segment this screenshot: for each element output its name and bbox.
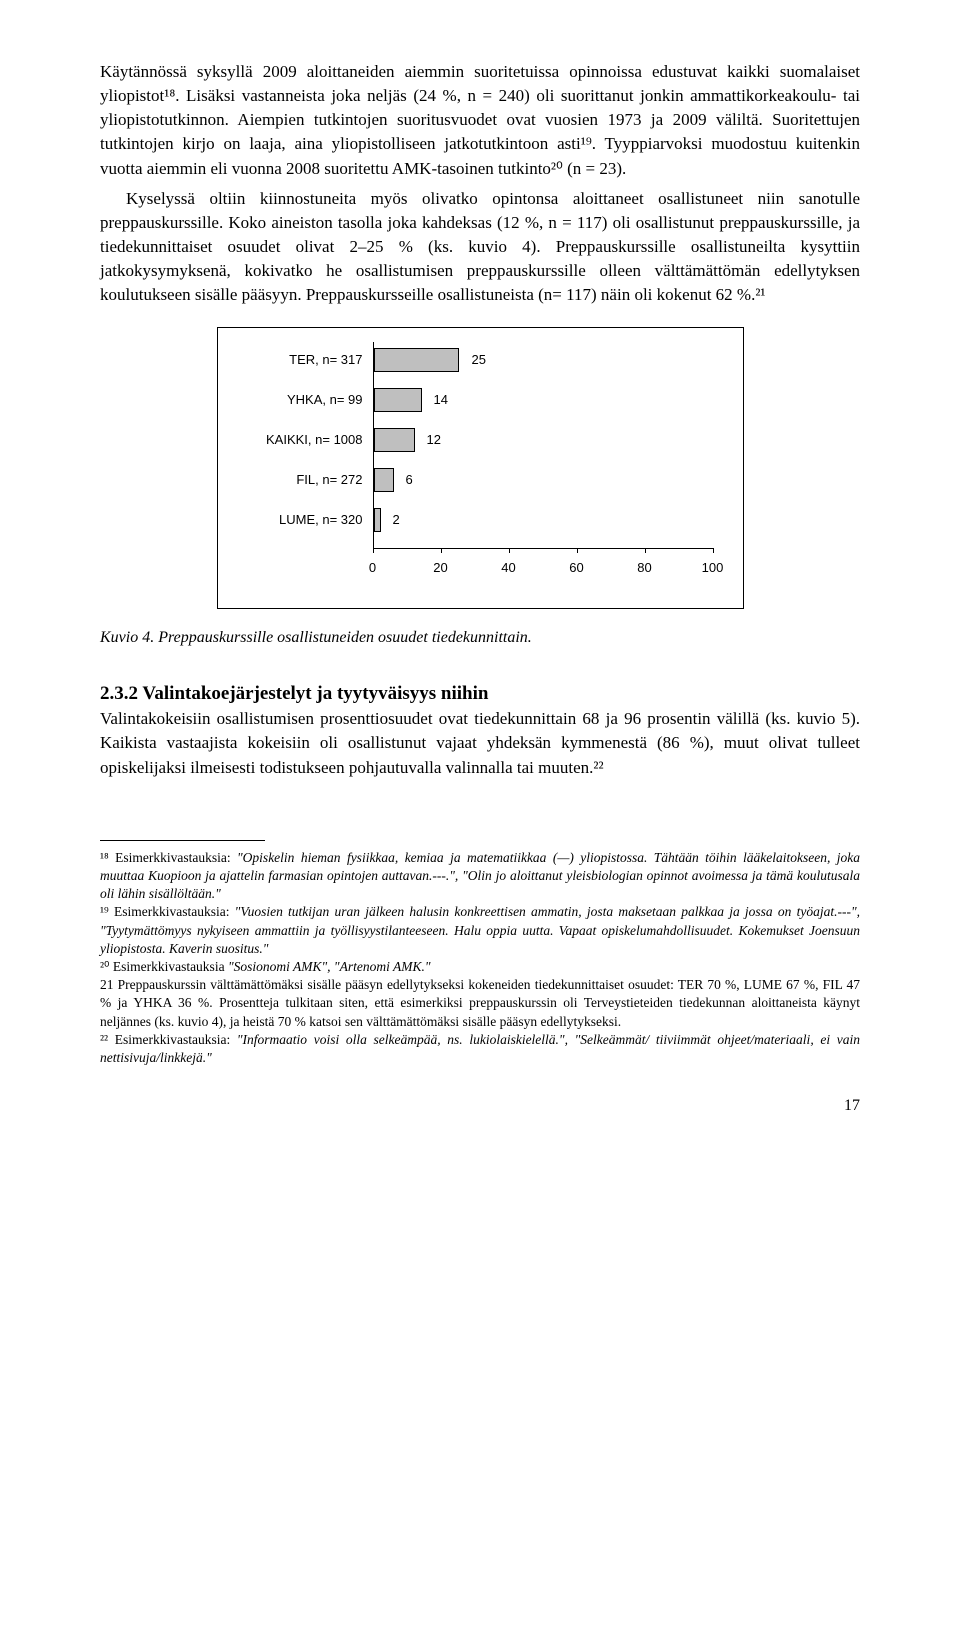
chart-bar-value: 12: [427, 432, 441, 447]
chart-x-tick: [713, 548, 714, 553]
footnote-quote: "Sosionomi AMK", "Artenomi AMK.": [228, 959, 431, 974]
chart-x-tick-label: 80: [630, 560, 660, 575]
footnote-rule: [100, 840, 265, 841]
chart-bar: [374, 428, 415, 452]
chart-x-tick: [441, 548, 442, 553]
footnote-22: ²² Esimerkkivastauksia: "Informaatio voi…: [100, 1031, 860, 1067]
chart-x-tick-label: 60: [562, 560, 592, 575]
chart-bar-value: 2: [393, 512, 400, 527]
document-page: Käytännössä syksyllä 2009 aloittaneiden …: [0, 0, 960, 1155]
footnote-prefix: ²² Esimerkkivastauksia:: [100, 1032, 237, 1047]
page-number: 17: [100, 1097, 860, 1115]
chart-bar-value: 25: [472, 352, 486, 367]
chart-x-axis: [373, 548, 713, 549]
chart-category-label: LUME, n= 320: [228, 512, 363, 527]
section-body: Valintakokeisiin osallistumisen prosentt…: [100, 707, 860, 779]
footnote-prefix: ¹⁸ Esimerkkivastauksia:: [100, 850, 237, 865]
chart-bar-value: 6: [406, 472, 413, 487]
chart-bar: [374, 468, 394, 492]
footnote-20: ²⁰ Esimerkkivastauksia "Sosionomi AMK", …: [100, 958, 860, 976]
chart-bar: [374, 348, 459, 372]
chart-category-label: KAIKKI, n= 1008: [228, 432, 363, 447]
footnote-prefix: ²⁰ Esimerkkivastauksia: [100, 959, 228, 974]
footnote-21: 21 Preppauskurssin välttämättömäksi sisä…: [100, 976, 860, 1031]
chart-bar-value: 14: [434, 392, 448, 407]
section-heading: 2.3.2 Valintakoejärjestelyt ja tyytyväis…: [100, 683, 860, 705]
chart-x-tick-label: 40: [494, 560, 524, 575]
bar-chart-frame: TER, n= 317 YHKA, n= 99 KAIKKI, n= 1008 …: [217, 327, 744, 609]
chart-bar: [374, 388, 422, 412]
chart-bar: [374, 508, 381, 532]
chart-x-tick: [577, 548, 578, 553]
footnote-prefix: ¹⁹ Esimerkkivastauksia:: [100, 904, 235, 919]
chart-x-tick: [373, 548, 374, 553]
chart-x-tick: [645, 548, 646, 553]
chart-x-tick: [509, 548, 510, 553]
chart-category-label: FIL, n= 272: [228, 472, 363, 487]
chart-x-tick-label: 100: [698, 560, 728, 575]
body-paragraph-1: Käytännössä syksyllä 2009 aloittaneiden …: [100, 60, 860, 181]
chart-x-tick-label: 0: [358, 560, 388, 575]
footnote-19: ¹⁹ Esimerkkivastauksia: "Vuosien tutkija…: [100, 903, 860, 958]
chart-x-tick-label: 20: [426, 560, 456, 575]
footnote-18: ¹⁸ Esimerkkivastauksia: "Opiskelin hiema…: [100, 849, 860, 904]
body-paragraph-2: Kyselyssä oltiin kiinnostuneita myös oli…: [100, 187, 860, 308]
chart-category-label: TER, n= 317: [228, 352, 363, 367]
chart-category-label: YHKA, n= 99: [228, 392, 363, 407]
chart-caption: Kuvio 4. Preppauskurssille osallistuneid…: [100, 629, 860, 647]
